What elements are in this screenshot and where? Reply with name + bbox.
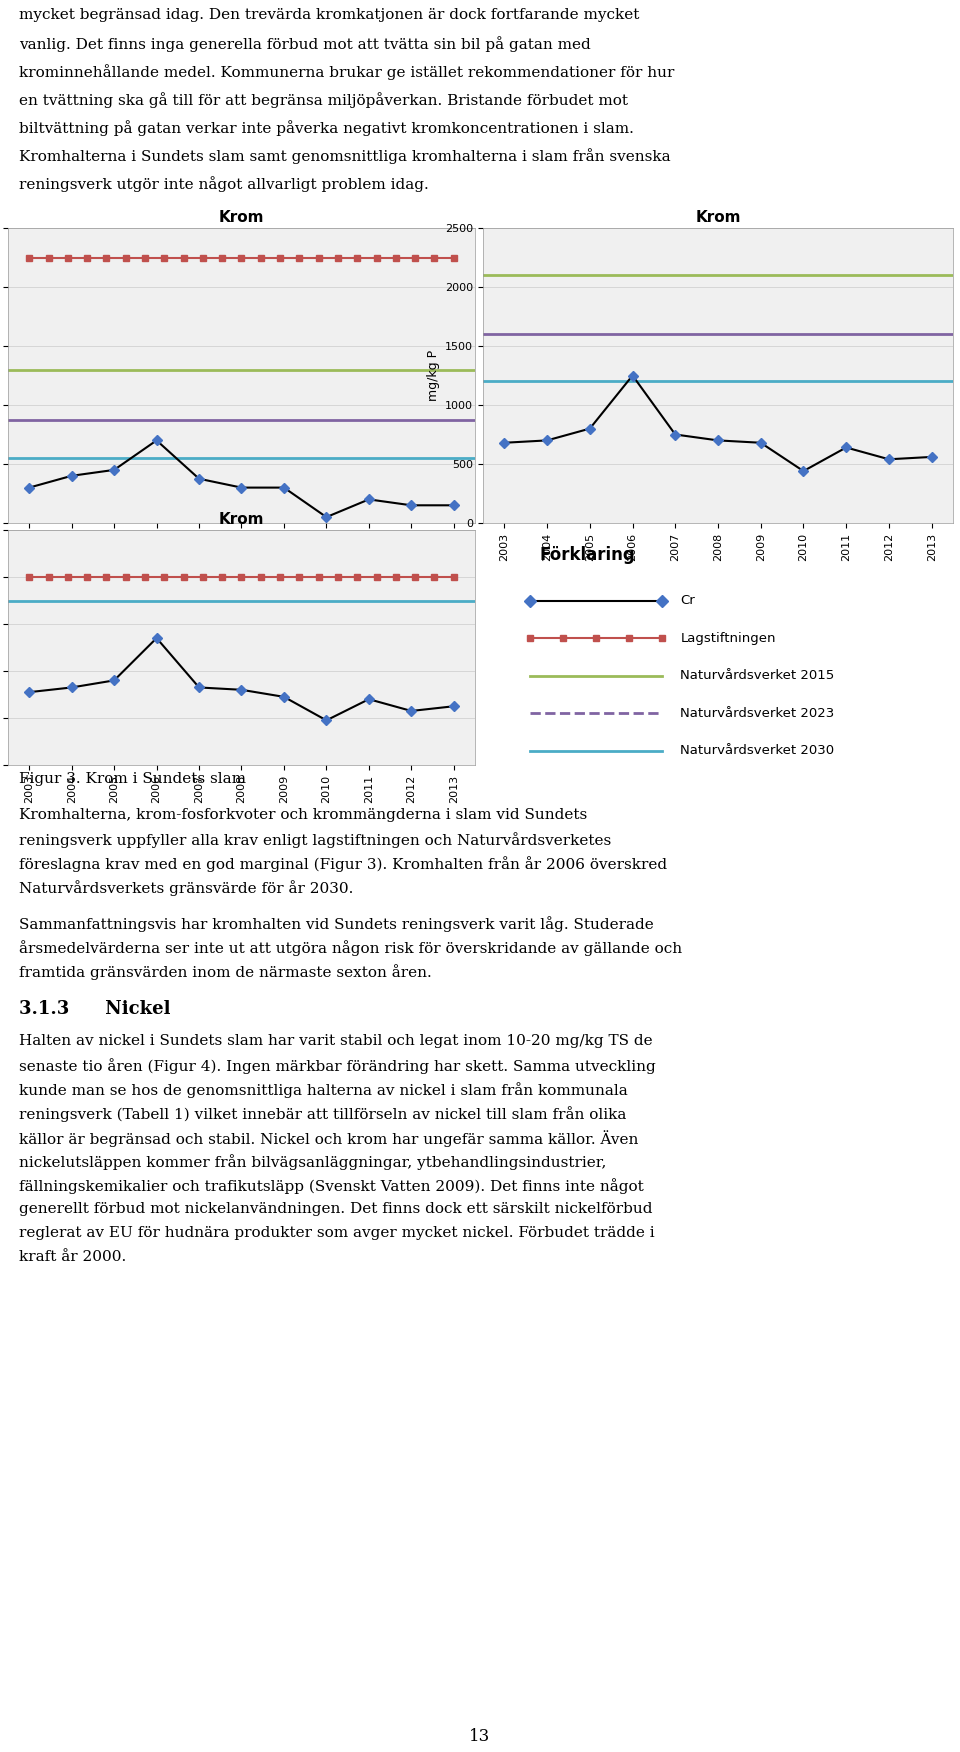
Text: Naturvårdsverkets gränsvärde för år 2030.: Naturvårdsverkets gränsvärde för år 2030… (19, 880, 353, 895)
Text: 13: 13 (469, 1727, 491, 1745)
Text: Kromhalterna i Sundets slam samt genomsnittliga kromhalterna i slam från svenska: Kromhalterna i Sundets slam samt genomsn… (19, 147, 671, 165)
Text: reningsverk (Tabell 1) vilket innebär att tillförseln av nickel till slam från o: reningsverk (Tabell 1) vilket innebär at… (19, 1106, 627, 1121)
Title: Krom: Krom (695, 210, 741, 226)
Text: Naturvårdsverket 2023: Naturvårdsverket 2023 (681, 706, 834, 720)
Title: Krom: Krom (219, 210, 264, 226)
Text: framtida gränsvärden inom de närmaste sexton åren.: framtida gränsvärden inom de närmaste se… (19, 964, 432, 979)
Text: källor är begränsad och stabil. Nickel och krom har ungefär samma källor. Även: källor är begränsad och stabil. Nickel o… (19, 1130, 638, 1148)
Text: föreslagna krav med en god marginal (Figur 3). Kromhalten från år 2006 överskred: föreslagna krav med en god marginal (Fig… (19, 857, 667, 872)
Text: Naturvårdsverket 2015: Naturvårdsverket 2015 (681, 669, 834, 682)
Text: en tvättning ska gå till för att begränsa miljöpåverkan. Bristande förbudet mot: en tvättning ska gå till för att begräns… (19, 93, 628, 109)
Text: fällningskemikalier och trafikutsläpp (Svenskt Vatten 2009). Det finns inte någo: fällningskemikalier och trafikutsläpp (S… (19, 1177, 644, 1193)
Text: Förklaring: Förklaring (540, 547, 636, 564)
Text: reglerat av EU för hudnära produkter som avger mycket nickel. Förbudet trädde i: reglerat av EU för hudnära produkter som… (19, 1226, 655, 1240)
Text: vanlig. Det finns inga generella förbud mot att tvätta sin bil på gatan med: vanlig. Det finns inga generella förbud … (19, 37, 591, 53)
Text: Halten av nickel i Sundets slam har varit stabil och legat inom 10-20 mg/kg TS d: Halten av nickel i Sundets slam har vari… (19, 1034, 653, 1048)
Text: Figur 3. Krom i Sundets slam: Figur 3. Krom i Sundets slam (19, 773, 246, 787)
Text: 3.1.3  Nickel: 3.1.3 Nickel (19, 1000, 171, 1018)
Text: Sammanfattningsvis har kromhalten vid Sundets reningsverk varit låg. Studerade: Sammanfattningsvis har kromhalten vid Su… (19, 916, 654, 932)
Text: krominnehållande medel. Kommunerna brukar ge istället rekommendationer för hur: krominnehållande medel. Kommunerna bruka… (19, 65, 675, 81)
Text: kunde man se hos de genomsnittliga halterna av nickel i slam från kommunala: kunde man se hos de genomsnittliga halte… (19, 1083, 628, 1099)
Text: reningsverk uppfyller alla krav enligt lagstiftningen och Naturvårdsverketes: reningsverk uppfyller alla krav enligt l… (19, 832, 612, 848)
Text: biltvättning på gatan verkar inte påverka negativt kromkoncentrationen i slam.: biltvättning på gatan verkar inte påverk… (19, 119, 634, 137)
Text: Kromhalterna, krom-fosforkvoter och krommängderna i slam vid Sundets: Kromhalterna, krom-fosforkvoter och krom… (19, 808, 588, 822)
Y-axis label: mg/kg P: mg/kg P (426, 350, 440, 401)
Text: mycket begränsad idag. Den trevärda kromkatjonen är dock fortfarande mycket: mycket begränsad idag. Den trevärda krom… (19, 9, 639, 23)
Text: reningsverk utgör inte något allvarligt problem idag.: reningsverk utgör inte något allvarligt … (19, 175, 429, 193)
Text: Cr: Cr (681, 594, 695, 606)
Text: nickelutsläppen kommer från bilvägsanläggningar, ytbehandlingsindustrier,: nickelutsläppen kommer från bilvägsanläg… (19, 1155, 607, 1170)
Text: kraft år 2000.: kraft år 2000. (19, 1249, 127, 1263)
Text: senaste tio åren (Figur 4). Ingen märkbar förändring har skett. Samma utveckling: senaste tio åren (Figur 4). Ingen märkba… (19, 1058, 656, 1074)
Text: Naturvårdsverket 2030: Naturvårdsverket 2030 (681, 745, 834, 757)
Text: årsmedelvärderna ser inte ut att utgöra någon risk för överskridande av gällande: årsmedelvärderna ser inte ut att utgöra … (19, 941, 683, 957)
Text: Lagstiftningen: Lagstiftningen (681, 632, 776, 645)
Title: Krom: Krom (219, 512, 264, 527)
Text: generellt förbud mot nickelanvändningen. Det finns dock ett särskilt nickelförbu: generellt förbud mot nickelanvändningen.… (19, 1202, 653, 1216)
